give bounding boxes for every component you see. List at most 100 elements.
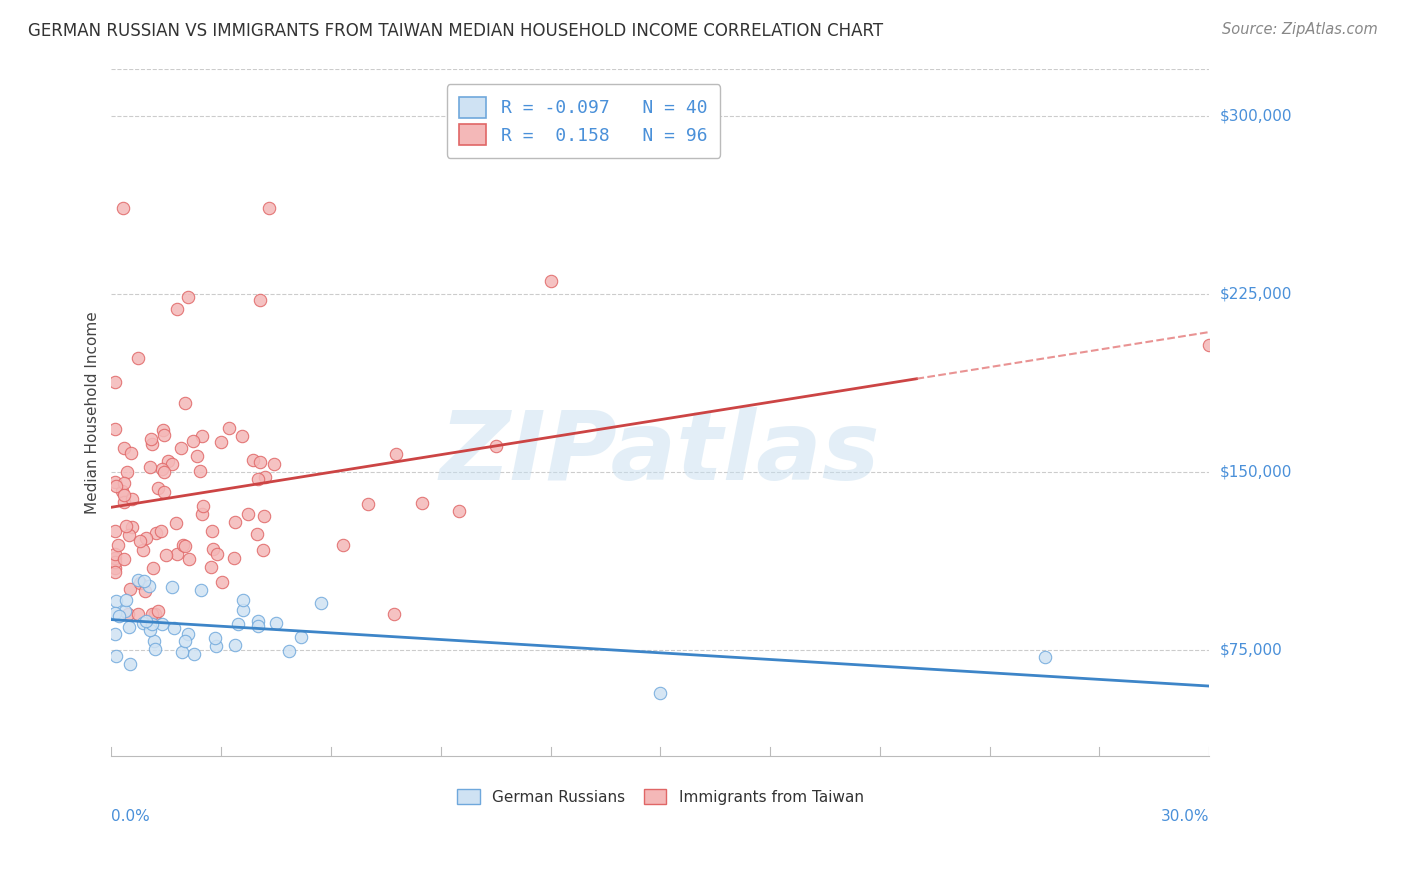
Point: [112, 476, 135, 491]
Point: [150, 617, 173, 632]
Point: [309, 596, 332, 610]
Point: [121, 491, 143, 506]
Point: [104, 555, 127, 569]
Point: [104, 565, 127, 579]
Text: GERMAN RUSSIAN VS IMMIGRANTS FROM TAIWAN MEDIAN HOUSEHOLD INCOME CORRELATION CHA: GERMAN RUSSIAN VS IMMIGRANTS FROM TAIWAN…: [28, 22, 883, 40]
Point: [152, 423, 174, 437]
Point: [382, 607, 405, 621]
Point: [485, 440, 508, 454]
Point: [201, 524, 224, 538]
Point: [142, 633, 165, 648]
Legend: German Russians, Immigrants from Taiwan: German Russians, Immigrants from Taiwan: [451, 782, 870, 811]
Point: [209, 434, 232, 449]
Point: [166, 301, 188, 316]
Point: [155, 548, 177, 562]
Point: [1033, 649, 1056, 664]
Point: [104, 606, 127, 620]
Point: [170, 645, 193, 659]
Point: [170, 441, 193, 455]
Point: [447, 504, 470, 518]
Point: [127, 573, 149, 587]
Text: ZIPatlas: ZIPatlas: [440, 408, 880, 500]
Point: [1198, 338, 1220, 352]
Point: [135, 531, 157, 545]
Point: [181, 434, 204, 448]
Point: [114, 592, 136, 607]
Point: [120, 657, 142, 671]
Point: [384, 447, 406, 461]
Point: [114, 604, 136, 618]
Point: [246, 527, 269, 541]
Point: [117, 620, 139, 634]
Point: [112, 488, 135, 502]
Point: [112, 201, 135, 215]
Point: [143, 641, 166, 656]
Point: [226, 616, 249, 631]
Point: [115, 465, 138, 479]
Point: [356, 497, 378, 511]
Point: [145, 525, 167, 540]
Point: [253, 509, 276, 524]
Point: [411, 496, 433, 510]
Point: [222, 550, 245, 565]
Point: [252, 543, 274, 558]
Point: [224, 516, 246, 530]
Point: [107, 538, 129, 552]
Point: [108, 609, 131, 624]
Point: [131, 542, 153, 557]
Point: [173, 539, 195, 553]
Point: [104, 422, 127, 436]
Point: [104, 547, 127, 561]
Text: $300,000: $300,000: [1220, 109, 1292, 123]
Point: [177, 552, 200, 566]
Point: [177, 290, 200, 304]
Point: [650, 686, 672, 700]
Point: [259, 201, 281, 215]
Point: [121, 520, 143, 534]
Text: $225,000: $225,000: [1220, 286, 1292, 301]
Point: [156, 454, 179, 468]
Point: [127, 351, 149, 365]
Point: [200, 559, 222, 574]
Point: [142, 561, 165, 575]
Point: [174, 396, 197, 410]
Point: [290, 630, 312, 644]
Point: [249, 455, 271, 469]
Point: [204, 631, 226, 645]
Point: [186, 449, 208, 463]
Point: [150, 524, 173, 539]
Point: [138, 579, 160, 593]
Point: [143, 607, 166, 621]
Point: [232, 603, 254, 617]
Point: [104, 524, 127, 538]
Point: [183, 647, 205, 661]
Point: [277, 644, 299, 658]
Point: [138, 459, 160, 474]
Point: [165, 516, 187, 531]
Point: [246, 472, 269, 486]
Text: $150,000: $150,000: [1220, 464, 1292, 479]
Point: [139, 432, 162, 446]
Point: [129, 534, 152, 549]
Point: [231, 429, 253, 443]
Point: [232, 593, 254, 607]
Point: [247, 614, 270, 628]
Point: [141, 607, 163, 621]
Point: [176, 627, 198, 641]
Point: [160, 580, 183, 594]
Point: [104, 475, 127, 489]
Point: [224, 638, 246, 652]
Point: [152, 484, 174, 499]
Point: [120, 582, 142, 597]
Point: [163, 621, 186, 635]
Point: [174, 633, 197, 648]
Point: [191, 429, 214, 443]
Point: [205, 639, 228, 653]
Point: [332, 538, 354, 552]
Text: 0.0%: 0.0%: [111, 808, 150, 823]
Point: [127, 607, 149, 621]
Point: [191, 500, 214, 514]
Point: [104, 551, 127, 566]
Point: [254, 470, 277, 484]
Point: [111, 484, 134, 499]
